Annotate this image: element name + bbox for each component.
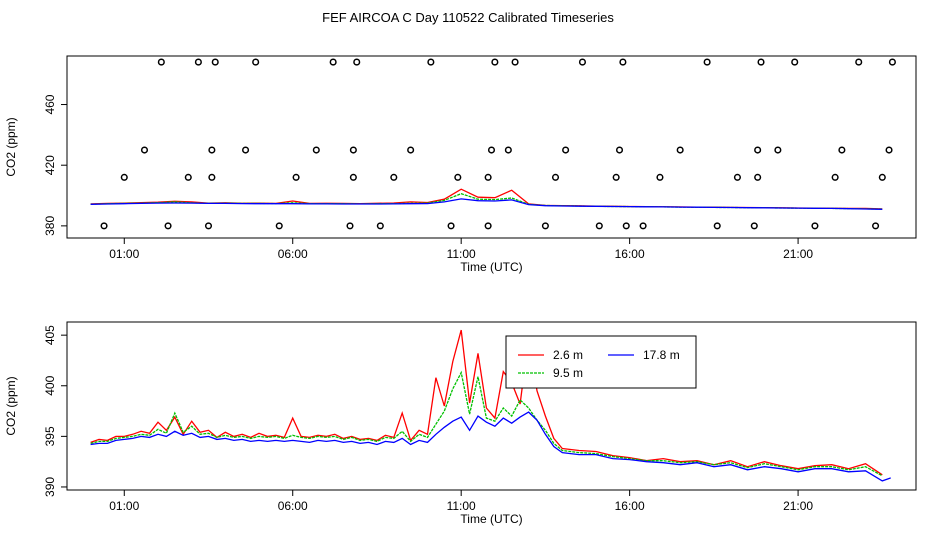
data-point-marker: [885, 146, 893, 154]
data-point-marker: [120, 173, 128, 181]
data-point-marker: [754, 173, 762, 181]
plot-frame: [66, 55, 917, 239]
series-line-2-6-m: [90, 329, 883, 476]
y-tick-label: 395: [43, 426, 57, 446]
data-point-marker: [622, 222, 630, 230]
x-axis-label: Time (UTC): [460, 512, 522, 526]
data-point-marker: [541, 222, 549, 230]
data-point-marker: [612, 173, 620, 181]
data-point-marker: [211, 58, 219, 66]
data-point-marker: [484, 222, 492, 230]
x-axis-label: Time (UTC): [460, 260, 522, 274]
data-point-marker: [511, 58, 519, 66]
y-axis-label: CO2 (ppm): [4, 376, 18, 435]
data-point-marker: [578, 58, 587, 66]
data-point-marker: [491, 58, 499, 66]
y-tick-label: 460: [43, 94, 57, 114]
data-point-marker: [329, 58, 337, 66]
data-point-marker: [872, 222, 880, 230]
data-point-marker: [615, 146, 624, 154]
x-tick-label: 16:00: [615, 499, 645, 513]
data-point-marker: [878, 173, 886, 181]
data-point-marker: [855, 58, 863, 66]
x-tick-label: 21:00: [783, 247, 813, 261]
x-tick-label: 16:00: [615, 247, 645, 261]
x-tick-label: 11:00: [447, 499, 476, 513]
y-tick-label: 380: [43, 216, 57, 236]
data-point-marker: [551, 173, 560, 181]
data-point-marker: [754, 146, 762, 154]
data-point-marker: [713, 222, 721, 230]
data-point-marker: [208, 146, 216, 154]
data-point-marker: [504, 146, 512, 154]
series-line-17-8-m: [90, 411, 891, 482]
x-tick-label: 11:00: [447, 247, 476, 261]
data-point-marker: [140, 146, 149, 154]
data-point-marker: [100, 222, 108, 230]
data-point-marker: [427, 58, 435, 66]
y-tick-label: 400: [43, 375, 57, 395]
y-tick-label: 420: [43, 155, 57, 175]
top-panel-scatter: 01:00 06:00 11:00 16:00 21:00 Time (UTC) 380 42…: [4, 55, 917, 274]
data-point-marker: [656, 173, 664, 181]
data-point-marker: [757, 58, 765, 66]
data-point-marker: [275, 222, 283, 230]
data-point-marker: [390, 173, 398, 181]
data-point-marker: [703, 58, 711, 66]
data-point-marker: [208, 173, 216, 181]
data-point-marker: [831, 173, 839, 181]
x-tick-label: 01:00: [109, 499, 139, 513]
data-point-marker: [349, 173, 357, 181]
y-axis-label: CO2 (ppm): [4, 117, 18, 176]
bottom-panel-line: 01:00 06:00 11:00 16:00 21:00 Time (UTC) 390 39…: [4, 321, 917, 526]
y-tick-label: 405: [43, 325, 57, 345]
legend-label: 17.8 m: [643, 348, 680, 362]
data-point-marker: [619, 58, 627, 66]
series-line-9-5-m: [90, 370, 883, 477]
legend-label: 9.5 m: [553, 366, 583, 380]
data-point-marker: [774, 146, 782, 154]
plot-frame: [66, 321, 917, 491]
data-point-marker: [376, 222, 384, 230]
data-point-marker: [312, 146, 320, 154]
data-point-marker: [595, 222, 603, 230]
data-point-marker: [242, 146, 250, 154]
data-point-marker: [750, 222, 758, 230]
legend: 2.6 m 9.5 m 17.8 m: [505, 335, 697, 389]
data-point-marker: [562, 146, 570, 154]
x-tick-label: 06:00: [278, 499, 308, 513]
data-point-marker: [639, 222, 647, 230]
data-point-marker: [157, 58, 165, 66]
data-point-marker: [194, 58, 202, 66]
data-point-marker: [733, 173, 741, 181]
data-point-marker: [346, 222, 354, 230]
data-point-marker: [349, 146, 357, 154]
data-point-marker: [676, 146, 684, 154]
data-point-marker: [447, 222, 455, 230]
x-tick-label: 21:00: [783, 499, 813, 513]
series-line-9-5-m: [90, 193, 883, 210]
data-point-marker: [184, 173, 192, 181]
data-point-marker: [484, 173, 492, 181]
data-point-marker: [252, 58, 260, 66]
data-point-marker: [888, 58, 896, 66]
data-point-marker: [164, 222, 172, 230]
data-point-marker: [791, 58, 799, 66]
data-point-marker: [838, 146, 846, 154]
data-point-marker: [353, 58, 361, 66]
data-point-marker: [292, 173, 300, 181]
figure-title: FEF AIRCOA C Day 110522 Calibrated Times…: [322, 10, 614, 25]
data-point-marker: [204, 222, 213, 230]
data-point-marker: [487, 146, 496, 154]
y-tick-label: 390: [43, 477, 57, 497]
data-point-marker: [407, 146, 415, 154]
x-tick-label: 01:00: [109, 247, 139, 261]
x-tick-label: 06:00: [278, 247, 308, 261]
legend-box: [505, 335, 697, 389]
data-point-marker: [454, 173, 462, 181]
legend-label: 2.6 m: [553, 348, 583, 362]
data-point-marker: [811, 222, 819, 230]
series-line-17-8-m: [90, 198, 883, 210]
